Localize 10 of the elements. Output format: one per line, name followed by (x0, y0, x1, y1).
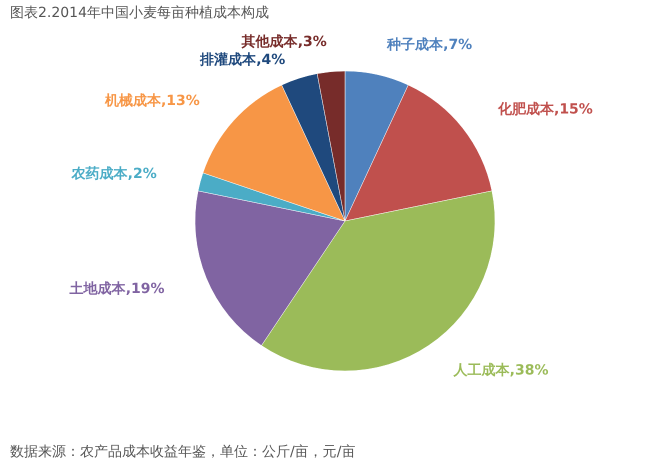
slice-label: 人工成本,38% (452, 362, 548, 378)
slice-label: 种子成本,7% (386, 37, 472, 54)
slice-label: 化肥成本,15% (496, 101, 593, 118)
slice-label: 排灌成本,4% (199, 52, 286, 68)
slice-label: 其他成本,3% (240, 34, 327, 50)
chart-title: 图表2.2014年中国小麦每亩种植成本构成 (10, 5, 269, 21)
slice-label: 农药成本,2% (70, 166, 157, 182)
source-note: 数据来源：农产品成本收益年鉴，单位：公斤/亩，元/亩 (10, 444, 356, 460)
slice-label: 机械成本,13% (104, 92, 200, 109)
slice-label: 土地成本,19% (68, 281, 165, 298)
